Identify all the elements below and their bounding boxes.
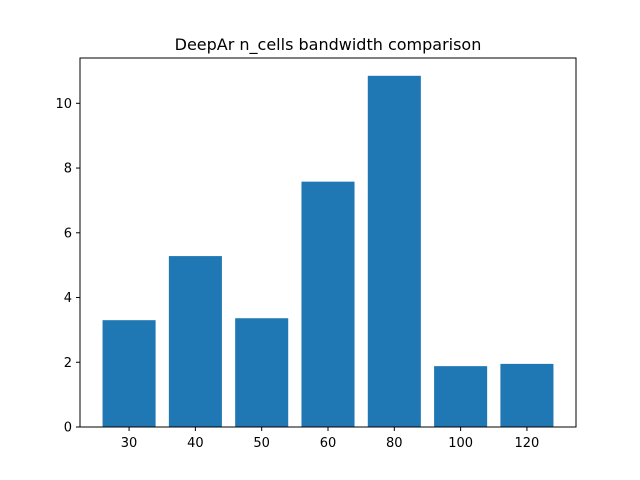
y-tick-label: 8 — [64, 162, 72, 177]
bar-30 — [102, 320, 156, 427]
x-tick-label: 80 — [386, 436, 403, 451]
y-axis: 0 2 4 6 8 10 — [55, 97, 80, 436]
y-tick-label: 0 — [64, 421, 72, 436]
bars-group — [102, 75, 554, 428]
y-tick-label: 10 — [55, 97, 72, 112]
plot-frame — [79, 57, 577, 428]
x-tick-label: 30 — [121, 436, 138, 451]
bar-50 — [235, 318, 289, 427]
bar-100 — [434, 366, 488, 427]
x-tick-label: 60 — [320, 436, 337, 451]
bar-60 — [301, 181, 355, 427]
x-tick-label: 40 — [187, 436, 204, 451]
x-axis: 30 40 50 60 80 100 120 — [121, 427, 540, 451]
y-tick-label: 6 — [64, 226, 72, 241]
chart-title: DeepAr n_cells bandwidth comparison — [175, 35, 482, 55]
bar-80 — [367, 75, 421, 428]
y-tick-label: 2 — [64, 356, 72, 371]
x-tick-label: 100 — [448, 436, 473, 451]
x-tick-label: 50 — [253, 436, 270, 451]
bar-120 — [500, 363, 554, 427]
y-tick-label: 4 — [64, 291, 72, 306]
x-tick-label: 120 — [515, 436, 540, 451]
bar-40 — [168, 256, 222, 427]
